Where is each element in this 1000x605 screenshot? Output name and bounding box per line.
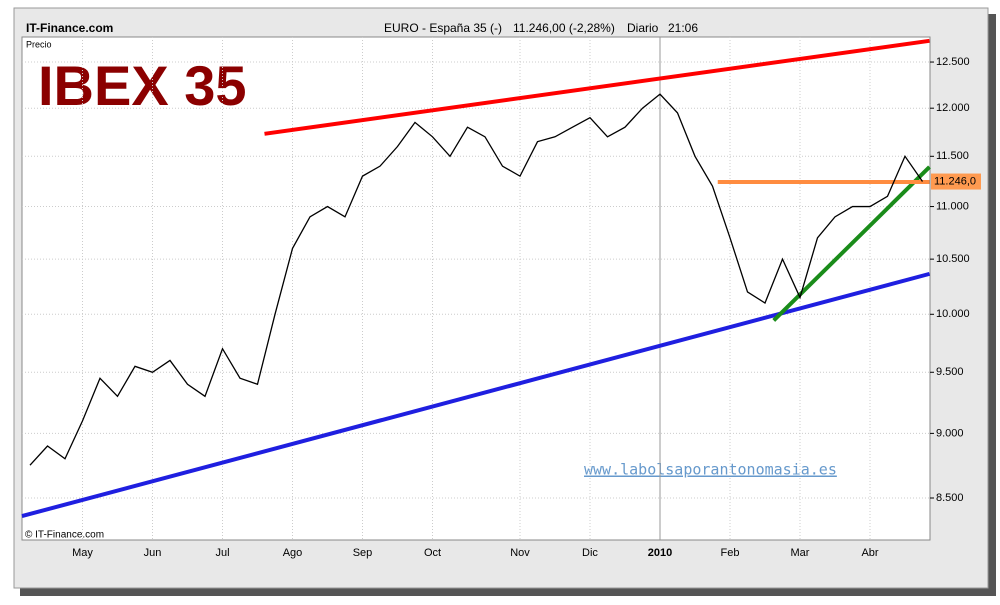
y-tick-label: 9.500: [936, 366, 964, 378]
y-tick-label: 8.500: [936, 492, 964, 504]
y-tick-label: 10.500: [936, 253, 970, 265]
y-tick-label: 9.000: [936, 427, 964, 439]
price-line: [29, 93, 924, 466]
x-tick-label: Oct: [424, 547, 441, 559]
x-tick-label: Dic: [582, 547, 598, 559]
site: IT-Finance.com: [26, 21, 113, 35]
x-tick-label: Jun: [144, 547, 162, 559]
period: Diario: [627, 21, 659, 35]
y-tick-label: 10.000: [936, 308, 970, 320]
x-tick-label: 2010: [648, 547, 672, 559]
x-tick-label: Nov: [510, 547, 530, 559]
trendline: [264, 38, 930, 136]
y-tick-label: 11.000: [936, 200, 969, 212]
watermark: www.labolsaporantonomasia.es: [584, 461, 837, 479]
x-tick-label: May: [72, 547, 93, 559]
chart-title: IBEX 35: [38, 54, 247, 117]
x-tick-label: Abr: [861, 547, 878, 559]
x-tick-label: Jul: [215, 547, 229, 559]
instrument: EURO - España 35 (-): [384, 21, 502, 35]
credit: © IT-Finance.com: [25, 530, 104, 541]
quote: 11.246,00 (-2,28%): [513, 21, 615, 35]
y-label: Precio: [26, 39, 52, 49]
y-tick-label: 11.500: [936, 150, 969, 162]
y-tick-label: 12.000: [936, 102, 970, 114]
x-tick-label: Sep: [353, 547, 373, 559]
last-price-label: 11.246,0: [934, 175, 976, 187]
y-tick-label: 12.500: [936, 56, 970, 68]
plot-area: [21, 36, 931, 541]
trendline: [772, 165, 931, 322]
x-tick-label: Feb: [721, 547, 740, 559]
x-tick-label: Ago: [283, 547, 303, 559]
time: 21:06: [668, 21, 698, 35]
last-price-box: [931, 173, 981, 190]
x-tick-label: Mar: [791, 547, 810, 559]
